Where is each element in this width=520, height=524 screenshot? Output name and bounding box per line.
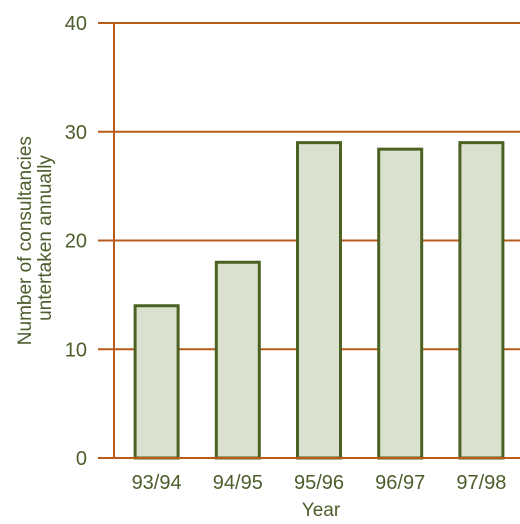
x-tick-label: 94/95 xyxy=(213,472,263,494)
bar xyxy=(377,147,424,460)
y-axis-title-line-1: Number of consultancies xyxy=(15,136,36,345)
bar xyxy=(214,260,261,460)
bars xyxy=(133,141,505,460)
y-tick-label: 0 xyxy=(76,448,87,470)
y-tick-label: 30 xyxy=(65,122,87,144)
y-axis-title: Number of consultancies untertaken annua… xyxy=(15,131,56,345)
y-tick-labels: 0 10 20 30 40 xyxy=(65,13,87,470)
y-tick-label: 40 xyxy=(65,13,87,35)
bar xyxy=(296,141,342,460)
x-tick-labels: 93/94 94/95 95/96 96/97 97/98 xyxy=(132,472,507,494)
x-axis-title: Year xyxy=(302,500,341,521)
x-tick-label: 96/97 xyxy=(375,472,425,494)
y-tick-label: 20 xyxy=(65,231,87,253)
axes xyxy=(98,23,520,459)
x-tick-label: 95/96 xyxy=(294,472,344,494)
bar xyxy=(133,304,180,460)
bar xyxy=(458,141,505,460)
x-tick-label: 97/98 xyxy=(456,472,506,494)
y-tick-label: 10 xyxy=(65,339,87,361)
y-axis-title-line-2: untertaken annually xyxy=(35,155,56,321)
x-tick-label: 93/94 xyxy=(132,472,182,494)
